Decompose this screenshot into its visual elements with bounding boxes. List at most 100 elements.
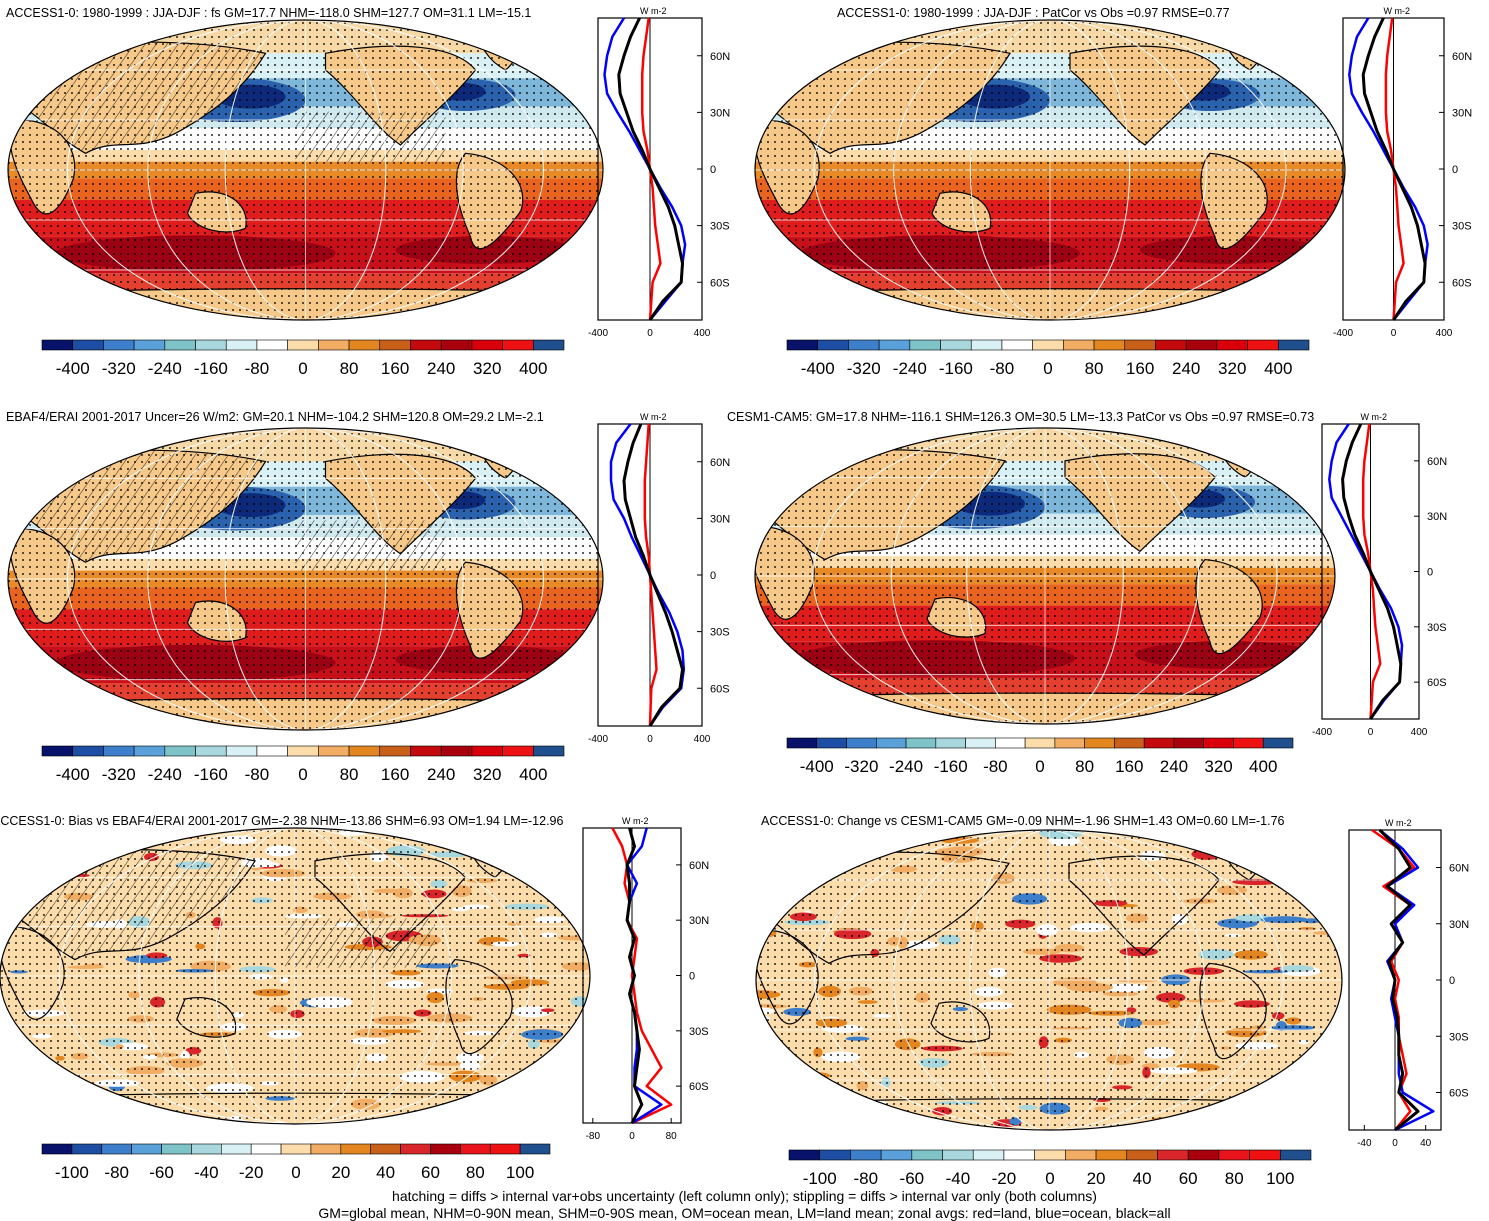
colorbar-box (41, 339, 74, 351)
panel-title: ACCESS1-0: Change vs CESM1-CAM5 GM=-0.09… (761, 814, 1285, 828)
colorbar-box (430, 1143, 461, 1155)
colorbar-tick-label: 160 (1115, 757, 1143, 776)
footer-line-1: hatching = diffs > internal var+obs unce… (392, 1188, 1097, 1204)
field-blob (773, 1120, 799, 1128)
colorbar-tick-label: -240 (148, 359, 182, 378)
colorbar-box (410, 745, 442, 757)
colorbar-box (1034, 1149, 1066, 1161)
colorbar-tick-label: 60 (421, 1163, 440, 1182)
colorbar-box (880, 1149, 913, 1161)
colorbar-box (164, 339, 196, 351)
colorbar-tick-label: 160 (381, 765, 409, 784)
map-border (7, 19, 604, 321)
graticule-line (224, 20, 387, 320)
colorbar-tick-label: 320 (473, 359, 501, 378)
colorbar-tick-label: 80 (340, 359, 359, 378)
colorbar-box (532, 745, 565, 757)
colorbar-tick-label: 240 (427, 765, 455, 784)
field-blob (1295, 878, 1325, 890)
field-blob (1305, 868, 1324, 878)
colorbar-box (940, 339, 972, 351)
field-blob (1322, 1085, 1333, 1090)
zonal-lat-label: 60S (689, 1081, 709, 1093)
zonal-xtick-label: -40 (1357, 1138, 1372, 1149)
field-blob (794, 1111, 810, 1123)
colorbar-tick-label: -100 (55, 1163, 89, 1182)
colorbar-tick-label: 40 (1133, 1169, 1152, 1188)
zonal-unit: W m-2 (1384, 6, 1411, 16)
colorbar-box (440, 339, 473, 351)
colorbar-tick-label: 80 (466, 1163, 485, 1182)
panel-title: ACCESS1-0: 1980-1999 : JJA-DJF : fs GM=1… (6, 6, 532, 20)
field-blob (1254, 838, 1302, 842)
panel-graphic: W m-2 -400 0 400 60N 30N 0 30S 60S -400 -320 -240 -1… (754, 6, 1472, 378)
colorbar-box (1124, 339, 1156, 351)
zonal-lat-label: 30N (710, 513, 730, 525)
graticule-line (224, 428, 387, 730)
field-blob (39, 1107, 74, 1114)
colorbar-box (817, 339, 849, 351)
colorbar-tick-label: -80 (245, 359, 270, 378)
zonal-xtick-label: 0 (1391, 328, 1397, 339)
zonal-unit: W m-2 (1361, 412, 1388, 422)
colorbar-box (310, 1143, 342, 1155)
zonal-series-all (1378, 828, 1420, 1132)
colorbar-tick-label: -60 (149, 1163, 174, 1182)
zonal-lat-label: 60N (710, 457, 730, 469)
colorbar-box (1173, 737, 1205, 749)
colorbar-box (318, 745, 350, 757)
zonal-lat-label: 60N (1449, 863, 1469, 875)
colorbar-tick-label: -80 (853, 1169, 878, 1188)
zonal-series-all (1361, 17, 1427, 321)
graticule-line (66, 428, 545, 730)
field-blob (3, 1082, 20, 1086)
field-blob (837, 1093, 847, 1103)
graticule-line (966, 428, 1124, 724)
colorbar-box (379, 745, 411, 757)
colorbar-box (502, 339, 534, 351)
field-blob (4, 1091, 25, 1099)
colorbar-tick-label: 80 (340, 765, 359, 784)
field-blob (24, 848, 68, 856)
zonal-series-ocean (1328, 423, 1404, 720)
field-blob (498, 1101, 515, 1107)
colorbar-tick-label: -320 (844, 757, 878, 776)
colorbar-box (1218, 1149, 1250, 1161)
graticule-line (812, 428, 1278, 724)
colorbar-box (340, 1143, 372, 1155)
zonal-lat-label: 60N (689, 860, 709, 872)
colorbar-box (195, 339, 227, 351)
colorbar-tick-label: 20 (1087, 1169, 1106, 1188)
colorbar-box (225, 339, 258, 351)
field-blob (1246, 844, 1270, 852)
colorbar-box (1155, 339, 1187, 351)
graticule-line (58, 828, 532, 1124)
colorbar-tick-label: 60 (1179, 1169, 1198, 1188)
colorbar-box (471, 339, 503, 351)
colorbar-box (1054, 737, 1085, 749)
colorbar-tick-label: 0 (1045, 1169, 1054, 1188)
zonal-lat-label: 30S (1449, 1031, 1469, 1043)
colorbar-box (911, 1149, 943, 1161)
graticule-line (214, 828, 376, 1124)
colorbar-box (370, 1143, 401, 1155)
field-blob (178, 828, 198, 834)
colorbar-tick-label: -240 (148, 765, 182, 784)
colorbar-box (41, 745, 74, 757)
map-field (755, 20, 1345, 320)
map-field (8, 428, 603, 730)
map-border (755, 829, 1343, 1131)
field-blob (1264, 1106, 1303, 1116)
colorbar-box (532, 339, 565, 351)
colorbar-box (191, 1143, 222, 1155)
map-border (754, 19, 1346, 321)
colorbar-tick-label: -320 (102, 359, 136, 378)
colorbar-box (786, 339, 819, 351)
colorbar-box (942, 1149, 974, 1161)
colorbar-box (1093, 339, 1126, 351)
colorbar-box (460, 1143, 491, 1155)
colorbar-tick-label: 0 (291, 1163, 300, 1182)
field-blob (468, 1115, 496, 1122)
field-blob (539, 1084, 585, 1094)
colorbar-box (1187, 1149, 1220, 1161)
